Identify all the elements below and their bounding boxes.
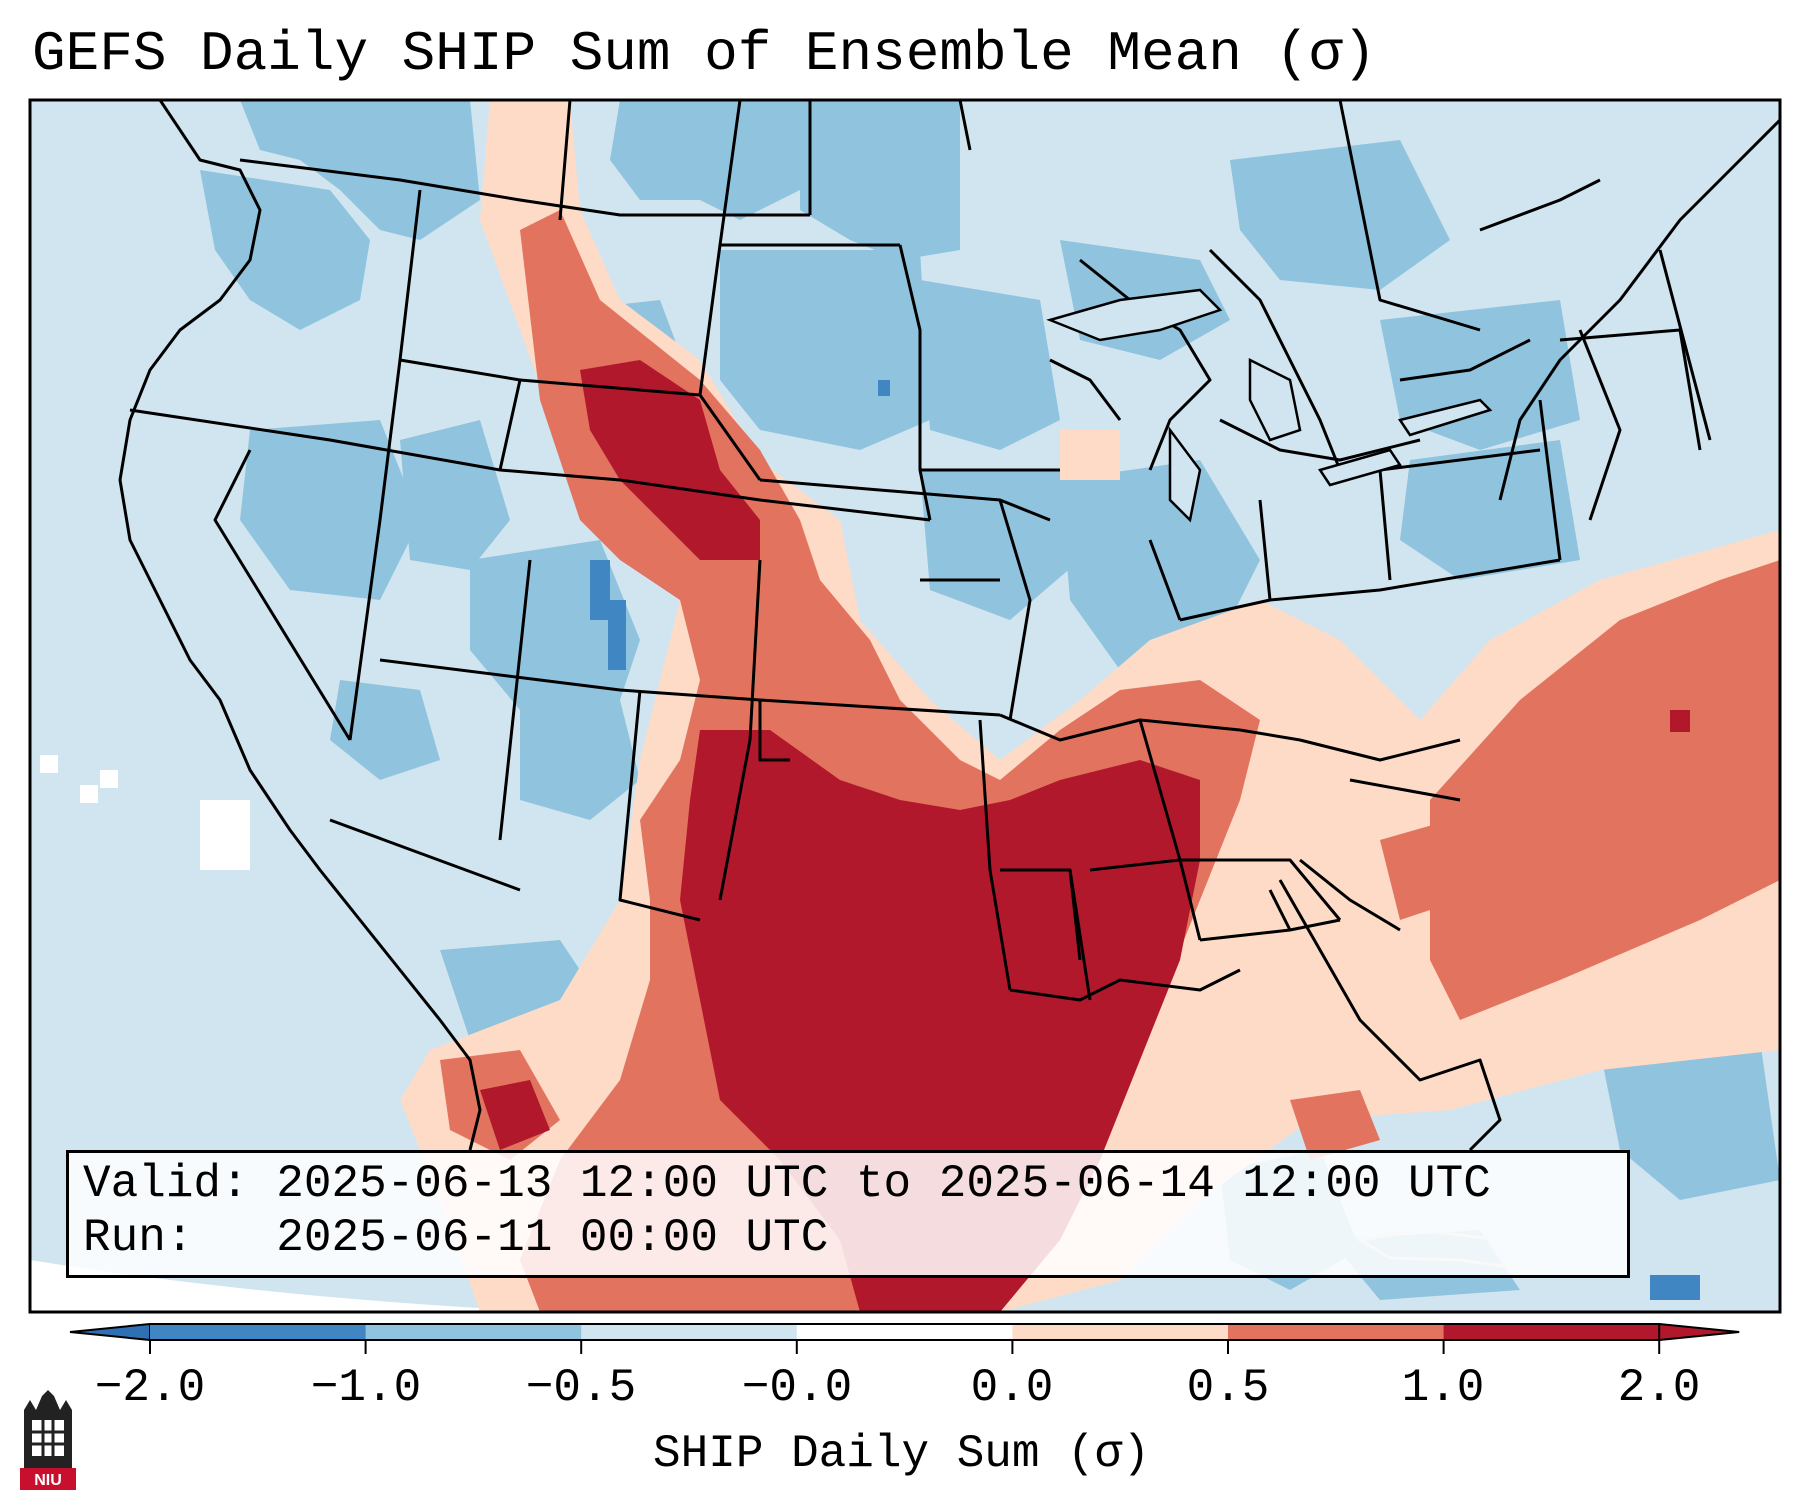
great-lakes <box>1046 288 1493 523</box>
colorbar-tick-label: 2.0 <box>1617 1362 1701 1414</box>
run-label: Run: <box>83 1212 194 1264</box>
colorbar-segment <box>150 1324 367 1340</box>
chart-title: GEFS Daily SHIP Sum of Ensemble Mean (σ) <box>32 22 1377 86</box>
no-data-cells <box>40 755 250 870</box>
run-row: Run: 2025-06-11 00:00 UTC <box>83 1211 1613 1265</box>
info-box: Valid: 2025-06-13 12:00 UTC to 2025-06-1… <box>66 1150 1630 1278</box>
state-boundaries <box>118 100 1780 1152</box>
valid-value: 2025-06-13 12:00 UTC to 2025-06-14 12:00… <box>276 1158 1491 1210</box>
projection-edge <box>30 1260 553 1312</box>
colorbar-tick-label: −1.0 <box>310 1362 422 1414</box>
colorbar-over-extension <box>1658 1322 1740 1342</box>
colorbar-segment <box>581 1324 798 1340</box>
colorbar-segment <box>796 1324 1013 1340</box>
colorbar-segment <box>1012 1324 1229 1340</box>
colorbar <box>69 1322 1740 1354</box>
colorbar-tick-label: −0.5 <box>525 1362 637 1414</box>
logo-text: NIU <box>34 1472 62 1489</box>
niu-logo: NIU <box>20 1390 76 1490</box>
colorbar-tick-label: 1.0 <box>1401 1362 1485 1414</box>
colorbar-under-extension <box>69 1322 151 1342</box>
colorbar-tick-label: 0.5 <box>1186 1362 1270 1414</box>
colorbar-label: SHIP Daily Sum (σ) <box>653 1428 1150 1480</box>
map-frame <box>28 98 1782 1314</box>
valid-row: Valid: 2025-06-13 12:00 UTC to 2025-06-1… <box>83 1157 1613 1211</box>
colorbar-outline <box>150 1323 1660 1341</box>
run-value: 2025-06-11 00:00 UTC <box>276 1212 829 1264</box>
colorbar-tick-label: −2.0 <box>94 1362 206 1414</box>
valid-label: Valid: <box>83 1158 249 1210</box>
negative-anomaly-regions <box>200 100 1780 1300</box>
colorbar-segment <box>365 1324 582 1340</box>
colorbar-tick-label: 0.0 <box>970 1362 1054 1414</box>
colorbar-segment <box>1228 1324 1445 1340</box>
colorbar-segment <box>1443 1324 1660 1340</box>
colorbar-tick-label: −0.0 <box>741 1362 853 1414</box>
